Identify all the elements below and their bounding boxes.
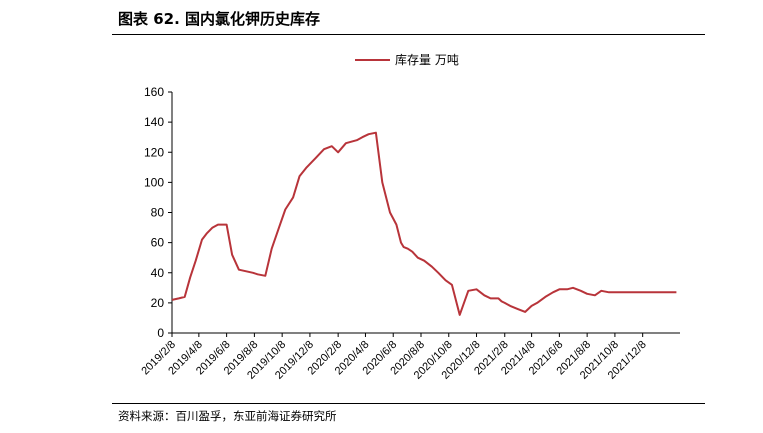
y-tick-label: 60: [151, 236, 165, 250]
y-axis-ticks: 0 20 40 60 80 100 120 140 160: [144, 85, 172, 340]
y-tick-label: 40: [151, 266, 165, 280]
y-tick-label: 0: [157, 326, 164, 340]
y-tick-label: 120: [144, 145, 164, 159]
legend: 库存量 万吨: [355, 52, 459, 67]
source-note: 资料来源：百川盈孚，东亚前海证券研究所: [118, 409, 337, 423]
y-tick-label: 80: [151, 206, 165, 220]
legend-label: 库存量 万吨: [395, 52, 459, 67]
footer-rule: [112, 403, 705, 404]
y-tick-label: 100: [144, 175, 164, 189]
y-tick-label: 140: [144, 115, 164, 129]
x-axis-ticks: 2019/2/82019/4/82019/6/82019/8/82019/10/…: [139, 333, 649, 382]
y-tick-label: 160: [144, 85, 164, 99]
y-tick-label: 20: [151, 296, 165, 310]
title-rule: [112, 34, 705, 35]
series-line-inventory: [171, 131, 677, 316]
axes: [171, 92, 680, 334]
chart-title: 图表 62. 国内氯化钾历史库存: [118, 10, 321, 28]
